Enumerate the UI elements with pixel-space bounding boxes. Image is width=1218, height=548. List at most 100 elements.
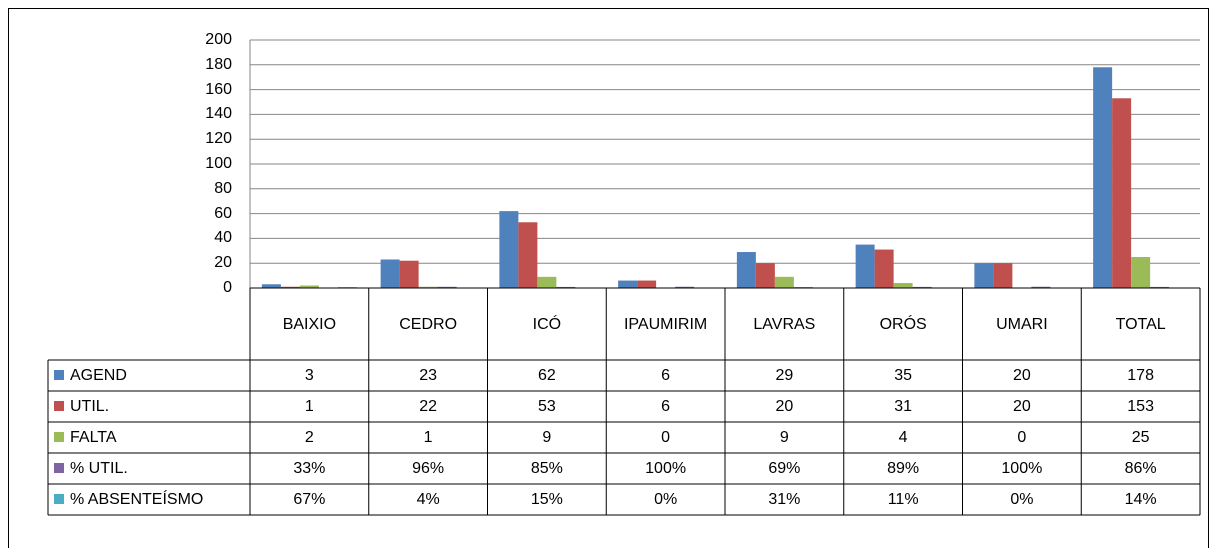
data-label: 9 xyxy=(542,429,552,446)
bar xyxy=(1112,98,1132,288)
x-tick-label: IPAUMIRIM xyxy=(623,315,708,333)
data-label: 9 xyxy=(779,429,789,446)
legend-label: % UTIL. xyxy=(70,460,128,477)
x-tick-label: TOTAL xyxy=(1115,315,1166,333)
legend-label: AGEND xyxy=(70,367,127,384)
data-label: 15% xyxy=(530,491,563,508)
bar xyxy=(399,260,419,288)
x-tick-label: CEDRO xyxy=(399,315,458,333)
data-label: 4% xyxy=(416,491,440,508)
bar xyxy=(874,249,894,288)
data-label: 67% xyxy=(293,491,326,508)
legend-label: % ABSENTEÍSMO xyxy=(70,491,204,508)
data-label: 20 xyxy=(1012,398,1031,415)
y-tick-label: 20 xyxy=(214,254,232,272)
bar xyxy=(736,252,756,288)
data-label: 22 xyxy=(419,398,438,415)
legend-label: UTIL. xyxy=(70,398,110,415)
data-label: 25 xyxy=(1131,429,1150,446)
bar xyxy=(537,276,557,288)
data-label: 31 xyxy=(894,398,913,415)
data-label: 11% xyxy=(887,491,919,508)
data-label: 0 xyxy=(661,429,671,446)
data-label: 86% xyxy=(1124,460,1157,477)
chart-frame xyxy=(8,8,1209,548)
data-label: 14% xyxy=(1124,491,1157,508)
x-tick-label: ORÓS xyxy=(879,315,927,333)
y-tick-label: 160 xyxy=(205,80,232,98)
y-tick-label: 180 xyxy=(205,55,232,73)
bar xyxy=(893,283,913,288)
y-tick-label: 200 xyxy=(205,31,232,48)
bar xyxy=(855,244,875,288)
data-label: 85% xyxy=(530,460,563,477)
data-label: 62 xyxy=(537,367,556,384)
bar xyxy=(556,286,576,288)
bar xyxy=(755,263,775,288)
data-label: 3 xyxy=(304,367,314,384)
bar xyxy=(518,222,538,288)
data-label: 23 xyxy=(419,367,438,384)
bar xyxy=(437,286,457,288)
data-label: 0% xyxy=(1010,491,1034,508)
x-tick-label: UMARI xyxy=(996,315,1048,333)
bar xyxy=(380,259,400,288)
legend-key xyxy=(54,494,64,504)
data-label: 33% xyxy=(293,460,326,477)
data-label: 153 xyxy=(1127,398,1154,415)
data-label: 6 xyxy=(661,398,671,415)
bar xyxy=(1031,286,1051,288)
legend-label: FALTA xyxy=(70,429,117,446)
data-label: 69% xyxy=(768,460,801,477)
data-label: 100% xyxy=(645,460,687,477)
data-label: 0% xyxy=(654,491,678,508)
data-label: 96% xyxy=(412,460,445,477)
bar xyxy=(912,286,932,288)
bar xyxy=(675,286,695,288)
legend-key xyxy=(54,401,64,411)
legend-key xyxy=(54,432,64,442)
data-label: 1 xyxy=(304,398,314,415)
data-label: 53 xyxy=(537,398,556,415)
data-label: 1 xyxy=(423,429,433,446)
y-tick-label: 140 xyxy=(205,105,232,123)
x-tick-label: ICÓ xyxy=(532,315,562,333)
data-label: 29 xyxy=(775,367,794,384)
data-label: 6 xyxy=(661,367,671,384)
data-label: 2 xyxy=(304,429,314,446)
bar xyxy=(261,284,281,288)
x-tick-label: LAVRAS xyxy=(753,315,816,333)
bar xyxy=(637,280,657,288)
data-label: 0 xyxy=(1017,429,1027,446)
bar xyxy=(299,285,319,288)
data-label: 20 xyxy=(775,398,794,415)
bar xyxy=(1131,257,1151,288)
y-tick-label: 0 xyxy=(223,279,232,296)
legend-key xyxy=(54,463,64,473)
y-tick-label: 60 xyxy=(214,204,232,222)
bar xyxy=(974,263,994,288)
data-label: 4 xyxy=(898,429,908,446)
y-tick-label: 80 xyxy=(214,179,232,197)
x-tick-label: BAIXIO xyxy=(282,315,337,333)
bar xyxy=(499,211,519,288)
bar xyxy=(1093,67,1113,288)
bar xyxy=(1150,286,1170,288)
bar xyxy=(993,263,1013,288)
data-label: 20 xyxy=(1012,367,1031,384)
data-label: 35 xyxy=(894,367,913,384)
bar xyxy=(418,286,438,288)
bar xyxy=(280,286,300,288)
data-label: 100% xyxy=(1001,460,1043,477)
data-label: 178 xyxy=(1127,367,1154,384)
y-tick-label: 40 xyxy=(214,229,232,247)
data-label: 89% xyxy=(887,460,920,477)
y-tick-label: 120 xyxy=(205,130,232,148)
legend-key xyxy=(54,370,64,380)
bar xyxy=(774,276,794,288)
y-tick-label: 100 xyxy=(205,155,232,172)
bar xyxy=(618,280,638,288)
data-label: 31% xyxy=(768,491,801,508)
